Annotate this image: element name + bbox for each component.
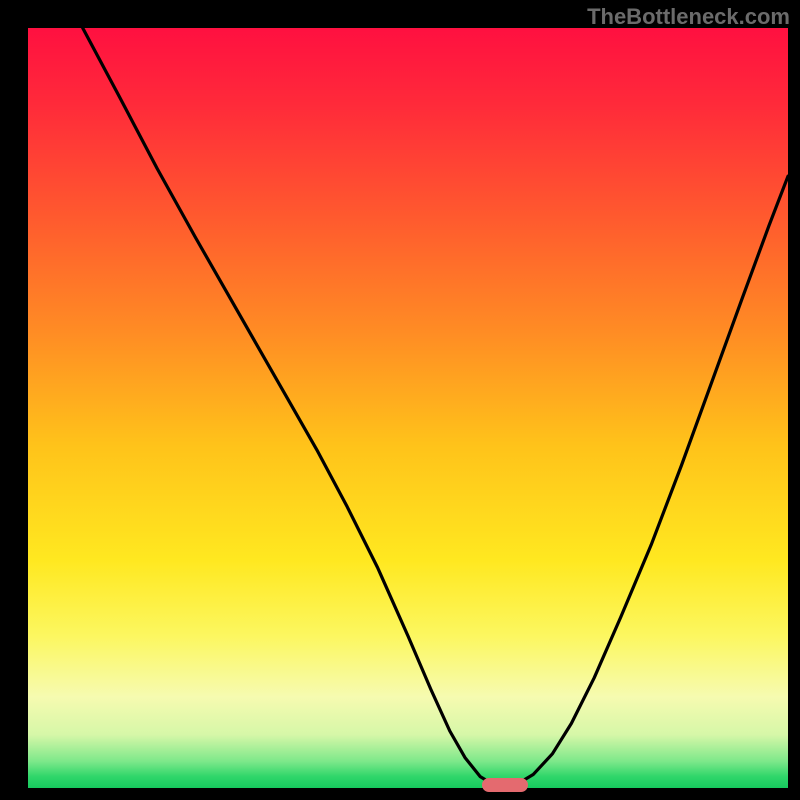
watermark-text: TheBottleneck.com [587, 4, 790, 30]
optimum-marker [482, 778, 528, 792]
chart-container: TheBottleneck.com [0, 0, 800, 800]
bottleneck-curve [28, 28, 788, 788]
plot-area [28, 28, 788, 788]
